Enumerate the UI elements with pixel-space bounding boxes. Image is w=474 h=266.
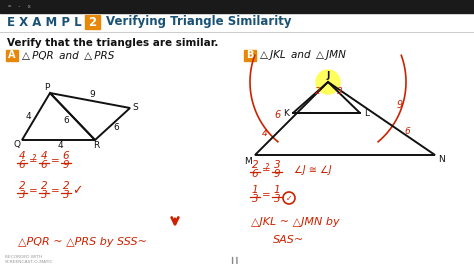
- Text: RECORDED WITH: RECORDED WITH: [5, 255, 42, 259]
- Text: △ ​JKL  and  △ ​JMN: △ ​JKL and △ ​JMN: [260, 51, 346, 60]
- Text: M: M: [244, 156, 252, 165]
- Text: 3: 3: [273, 160, 280, 170]
- Text: 6: 6: [274, 110, 281, 120]
- Text: 1: 1: [273, 185, 280, 195]
- Text: S: S: [132, 102, 138, 111]
- Text: ?: ?: [264, 163, 268, 172]
- Text: 4: 4: [41, 151, 47, 161]
- Text: =: =: [28, 156, 37, 166]
- Text: =: =: [51, 186, 59, 196]
- Text: 6: 6: [405, 127, 410, 136]
- Text: 2: 2: [41, 181, 47, 191]
- Text: P: P: [44, 84, 50, 93]
- Text: 6: 6: [252, 169, 258, 179]
- Text: 4: 4: [25, 112, 31, 121]
- Circle shape: [316, 70, 340, 94]
- Text: J: J: [326, 70, 330, 80]
- Text: ▎▎: ▎▎: [232, 256, 242, 264]
- Text: 2: 2: [63, 181, 69, 191]
- Text: 4: 4: [262, 129, 268, 138]
- Text: 3: 3: [337, 87, 343, 96]
- Bar: [0, 0, 474, 13]
- Text: 6: 6: [41, 160, 47, 170]
- Text: 4: 4: [58, 142, 64, 151]
- Text: ?: ?: [31, 154, 35, 163]
- Text: 3: 3: [273, 194, 280, 204]
- Text: ✓: ✓: [286, 194, 292, 203]
- Text: ✓: ✓: [72, 184, 82, 197]
- Text: A: A: [8, 51, 16, 60]
- Text: 4: 4: [18, 151, 25, 161]
- Text: B: B: [246, 51, 254, 60]
- Text: 6: 6: [64, 116, 69, 125]
- Text: =: =: [262, 190, 270, 200]
- Text: 3: 3: [63, 190, 69, 200]
- Text: 9: 9: [273, 169, 280, 179]
- Text: =: =: [28, 186, 37, 196]
- Text: 9: 9: [89, 90, 95, 99]
- Text: SCREENCAST-O-MATIC: SCREENCAST-O-MATIC: [5, 260, 54, 264]
- Text: △JKL ~ △JMN by: △JKL ~ △JMN by: [251, 217, 340, 227]
- Text: 3: 3: [252, 194, 258, 204]
- Text: ∠J ≅ ∠J: ∠J ≅ ∠J: [294, 165, 332, 175]
- Text: =: =: [262, 165, 270, 175]
- Text: 2: 2: [89, 15, 97, 28]
- Text: 3: 3: [18, 190, 25, 200]
- Text: Q: Q: [13, 140, 20, 149]
- Text: N: N: [438, 155, 446, 164]
- Text: 2: 2: [315, 87, 321, 96]
- Text: =: =: [51, 156, 59, 166]
- Bar: [244, 50, 256, 61]
- Text: L: L: [365, 110, 370, 118]
- Text: △ ​PQR  and  △ ​PRS: △ ​PQR and △ ​PRS: [22, 51, 114, 60]
- Text: 1: 1: [252, 185, 258, 195]
- Text: 6: 6: [63, 151, 69, 161]
- Text: 2: 2: [252, 160, 258, 170]
- Text: R: R: [93, 142, 99, 151]
- Bar: [85, 15, 100, 29]
- Text: K: K: [283, 110, 289, 118]
- Text: 3: 3: [41, 190, 47, 200]
- Text: 9: 9: [63, 160, 69, 170]
- Text: 6: 6: [114, 123, 119, 131]
- Text: 6: 6: [18, 160, 25, 170]
- Text: △PQR ~ △PRS by SSS~: △PQR ~ △PRS by SSS~: [18, 237, 147, 247]
- Text: Verify that the triangles are similar.: Verify that the triangles are similar.: [7, 38, 219, 48]
- Bar: [6, 50, 18, 61]
- Text: SAS~: SAS~: [273, 235, 304, 245]
- Text: E X A M P L E: E X A M P L E: [7, 15, 94, 28]
- Text: Verifying Triangle Similarity: Verifying Triangle Similarity: [106, 15, 292, 28]
- Text: 9: 9: [396, 101, 402, 110]
- Text: 2: 2: [18, 181, 25, 191]
- Text: =  -  x: = - x: [8, 4, 31, 9]
